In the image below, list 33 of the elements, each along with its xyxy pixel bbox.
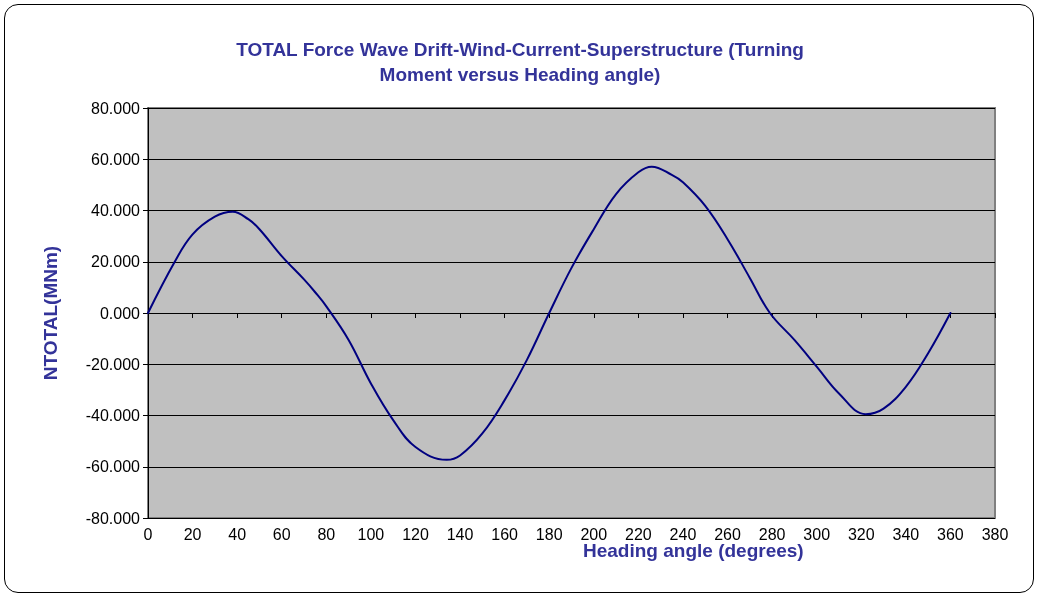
x-tick-label: 180 — [535, 525, 563, 543]
y-axis-title: NTOTAL(MNm) — [40, 245, 61, 381]
x-tick-label: 200 — [580, 525, 608, 543]
x-tick-label: 140 — [446, 525, 474, 543]
x-tick-label: 120 — [402, 525, 429, 543]
x-tick-label: 80 — [317, 525, 336, 543]
x-tick-label: 280 — [758, 525, 786, 543]
line-series — [147, 165, 952, 461]
x-tick-label: 20 — [183, 525, 202, 543]
x-tick-label: 380 — [981, 525, 1009, 543]
x-axis-title: Heading angle (degrees) — [582, 540, 804, 561]
x-tick-label: 40 — [228, 525, 247, 543]
y-tick-label: 0.000 — [99, 304, 141, 322]
y-tick-label: -60.000 — [85, 458, 141, 476]
x-tick-label: 160 — [491, 525, 519, 543]
x-tick-label: 260 — [714, 525, 741, 543]
x-tick-label: 340 — [892, 525, 920, 543]
x-tick-label: 100 — [357, 525, 385, 543]
y-tick-label: 40.000 — [91, 202, 141, 219]
y-tick-label: -80.000 — [85, 509, 141, 527]
x-tick-label: 220 — [625, 525, 652, 543]
x-tick-label: 240 — [669, 525, 697, 543]
y-tick-label: 20.000 — [91, 253, 141, 271]
x-tick-label: 320 — [847, 525, 875, 543]
y-tick-label: -40.000 — [85, 407, 141, 424]
y-tick-label: 60.000 — [91, 150, 141, 168]
x-tick-label: 300 — [803, 525, 831, 543]
chart-title: TOTAL Force Wave Drift-Wind-Current-Superstructure (Turning Moment versus Heading angle) — [236, 39, 804, 85]
x-tick-label: 0 — [143, 525, 153, 543]
x-tick-label: 360 — [937, 525, 964, 543]
y-tick-label: 80.000 — [91, 99, 141, 117]
y-tick-label: -20.000 — [85, 355, 141, 373]
x-tick-label: 60 — [272, 525, 291, 543]
